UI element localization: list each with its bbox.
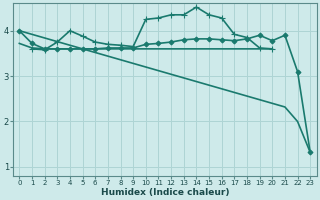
X-axis label: Humidex (Indice chaleur): Humidex (Indice chaleur) — [100, 188, 229, 197]
